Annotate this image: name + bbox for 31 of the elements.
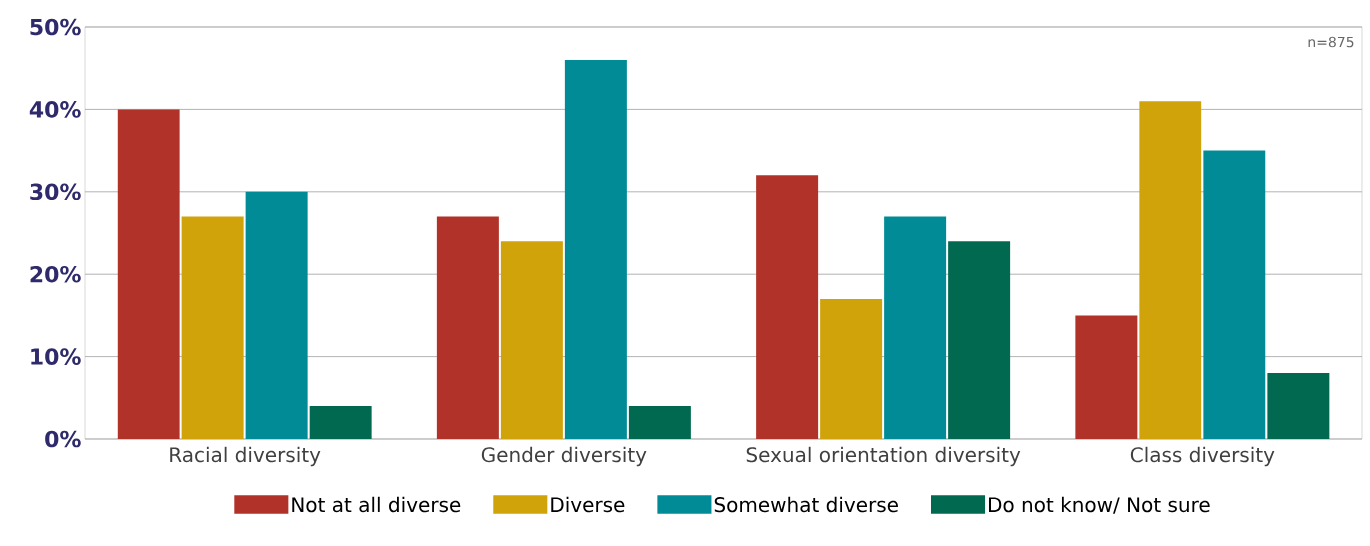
legend-label: Do not know/ Not sure <box>989 496 1210 514</box>
y-tick-label: 50% <box>30 18 81 36</box>
bar <box>181 216 244 439</box>
legend-label: Somewhat diverse <box>714 496 898 513</box>
bar <box>820 298 883 439</box>
bar <box>564 59 627 439</box>
bar <box>117 109 180 439</box>
y-tick-label: 40% <box>29 101 81 118</box>
y-tick-label: 10% <box>31 348 81 365</box>
legend-label: Not at all diverse <box>292 496 461 513</box>
x-tick-label: Racial diversity <box>170 446 321 467</box>
bar <box>1203 150 1266 439</box>
bar <box>500 241 563 439</box>
bar <box>309 406 372 439</box>
x-tick-label: Sexual orientation diversity <box>746 446 1021 467</box>
bar <box>436 216 499 439</box>
annotation: n=875 <box>1308 36 1354 48</box>
bar <box>1139 101 1202 439</box>
x-tick-label: Class diversity <box>1130 446 1275 467</box>
y-tick-label: 20% <box>30 265 81 283</box>
legend-label: Diverse <box>551 496 625 513</box>
x-tick-label: Gender diversity <box>481 446 647 467</box>
bar <box>756 175 819 439</box>
bar <box>948 241 1011 439</box>
bar <box>1075 315 1138 439</box>
y-tick-label: 30% <box>30 183 81 201</box>
bar <box>884 216 947 439</box>
bar <box>245 191 308 439</box>
y-tick-label: 0% <box>45 430 81 448</box>
bar <box>628 406 691 439</box>
bar <box>1267 373 1330 439</box>
